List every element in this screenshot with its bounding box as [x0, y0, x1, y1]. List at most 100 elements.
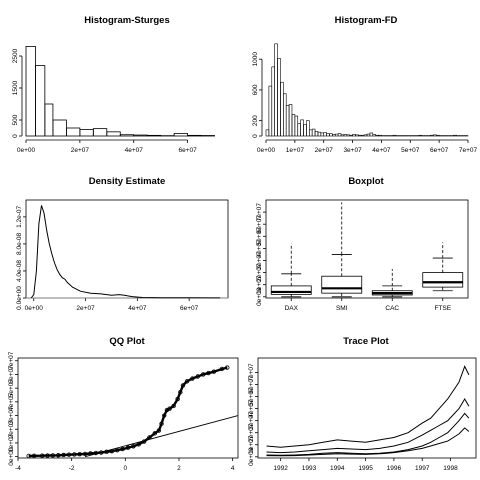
- histogram-bar: [343, 134, 348, 137]
- histogram-bar: [337, 133, 342, 137]
- y-tick-label: 2e+07: [8, 420, 15, 439]
- y-tick-label: 1000: [252, 52, 259, 67]
- histogram-bar: [173, 133, 188, 137]
- histogram-bar: [44, 103, 54, 137]
- x-tick-label: 0e+00: [25, 305, 44, 312]
- histogram-bar: [52, 119, 67, 137]
- histogram-bar: [294, 115, 299, 137]
- y-tick-label: 1.2e-07: [16, 205, 23, 227]
- y-tick-label: 3e+07: [248, 411, 255, 430]
- histogram-bar: [285, 104, 290, 137]
- histogram-bar: [79, 129, 94, 137]
- y-tick-label: 1e+07: [256, 275, 263, 294]
- histogram-bar: [119, 134, 135, 137]
- y-tick-label: 2e+07: [256, 263, 263, 282]
- x-tick-label: 0: [124, 465, 128, 472]
- histogram-bar: [106, 131, 121, 137]
- histogram-bar: [346, 134, 350, 137]
- x-tick-label: 1996: [387, 465, 402, 472]
- x-tick-label: 6e+07: [178, 147, 197, 154]
- qq-point: [45, 453, 50, 458]
- y-tick-label: 600: [252, 84, 259, 95]
- y-tick-label: 0e+00: [256, 287, 263, 306]
- y-tick-label: 3e+07: [256, 251, 263, 270]
- histogram-bar: [317, 131, 322, 137]
- histogram-bar: [277, 58, 281, 137]
- qq-point: [115, 447, 120, 453]
- qq-point: [77, 451, 82, 457]
- histogram-bar: [360, 134, 365, 137]
- histogram-bar: [306, 120, 310, 137]
- qq-point: [200, 372, 206, 377]
- qq-point: [31, 453, 37, 459]
- y-tick-label: 6e+07: [248, 375, 255, 394]
- histogram-bar: [308, 129, 313, 137]
- histogram-bar: [66, 127, 81, 137]
- x-tick-label: 4e+07: [125, 147, 144, 154]
- y-tick-label: 2500: [12, 48, 19, 63]
- y-tick-label: 200: [252, 115, 259, 126]
- category-label: CAC: [385, 305, 399, 312]
- histogram-bar: [369, 132, 374, 137]
- x-tick-label: 1992: [273, 465, 288, 472]
- y-tick-label: 4e+07: [256, 239, 263, 258]
- x-tick-label: 7e+07: [459, 147, 478, 154]
- trace-series-line: [266, 365, 470, 448]
- histogram-bar: [291, 114, 296, 137]
- y-tick-label: 0.0e+00: [16, 286, 23, 310]
- qq-point: [56, 453, 61, 458]
- x-tick-label: 6e+07: [180, 305, 199, 312]
- histogram-bar: [453, 134, 457, 137]
- x-tick-label: 2: [177, 465, 181, 472]
- histogram-bar: [274, 43, 278, 137]
- qq-point: [98, 450, 104, 455]
- trace-series-line: [266, 427, 470, 457]
- panel-qq-plot: QQ Plot 0e+001e+072e+073e+074e+075e+076e…: [8, 336, 239, 472]
- qq-point: [104, 449, 109, 455]
- histogram-bar: [271, 66, 275, 137]
- x-tick-label: 1e+07: [286, 147, 305, 154]
- box: [321, 275, 363, 294]
- qq-point: [159, 421, 164, 426]
- histogram-bar: [320, 132, 325, 137]
- histogram-bar: [358, 134, 362, 137]
- y-tick-label: 5e+07: [248, 387, 255, 406]
- qq-point: [195, 374, 200, 379]
- qq-point: [125, 445, 131, 450]
- histogram-bar: [392, 134, 397, 137]
- y-tick-label: 0e+00: [248, 447, 255, 466]
- histogram-bar: [280, 81, 284, 137]
- panel-title: Trace Plot: [343, 336, 389, 347]
- panel-title: Histogram-FD: [335, 15, 398, 26]
- qq-point: [167, 406, 172, 411]
- histogram-bar: [297, 123, 301, 137]
- x-tick-label: 5e+07: [401, 147, 420, 154]
- box: [422, 272, 464, 288]
- histogram-bar: [25, 46, 36, 137]
- panel-boxplot: Boxplot 0e+001e+072e+073e+074e+075e+076e…: [256, 176, 469, 312]
- histogram-bar: [311, 128, 316, 137]
- qq-point: [162, 413, 167, 418]
- x-tick-label: 1993: [302, 465, 317, 472]
- qq-point: [147, 435, 152, 440]
- histogram-bar: [323, 132, 327, 137]
- histogram-bar: [435, 134, 440, 137]
- qq-point: [93, 450, 99, 456]
- trace-series-line: [266, 412, 470, 456]
- histogram-bar: [283, 93, 287, 137]
- trace-series-line: [266, 398, 470, 454]
- y-tick-label: 6e+07: [256, 215, 263, 234]
- qq-point: [171, 403, 176, 409]
- x-tick-label: -4: [15, 465, 21, 472]
- density-curve: [30, 205, 221, 299]
- histogram-bar: [433, 134, 437, 137]
- x-tick-label: 1995: [358, 465, 373, 472]
- panel-trace-plot: Trace Plot 0e+001e+072e+073e+074e+075e+0…: [248, 336, 477, 472]
- y-tick-label: 1e+07: [248, 435, 255, 454]
- y-tick-label: 7e+07: [256, 203, 263, 222]
- histogram-bar: [92, 128, 108, 137]
- y-tick-label: 7e+07: [8, 351, 15, 370]
- y-tick-label: 5e+07: [256, 227, 263, 246]
- histogram-bar: [329, 133, 333, 137]
